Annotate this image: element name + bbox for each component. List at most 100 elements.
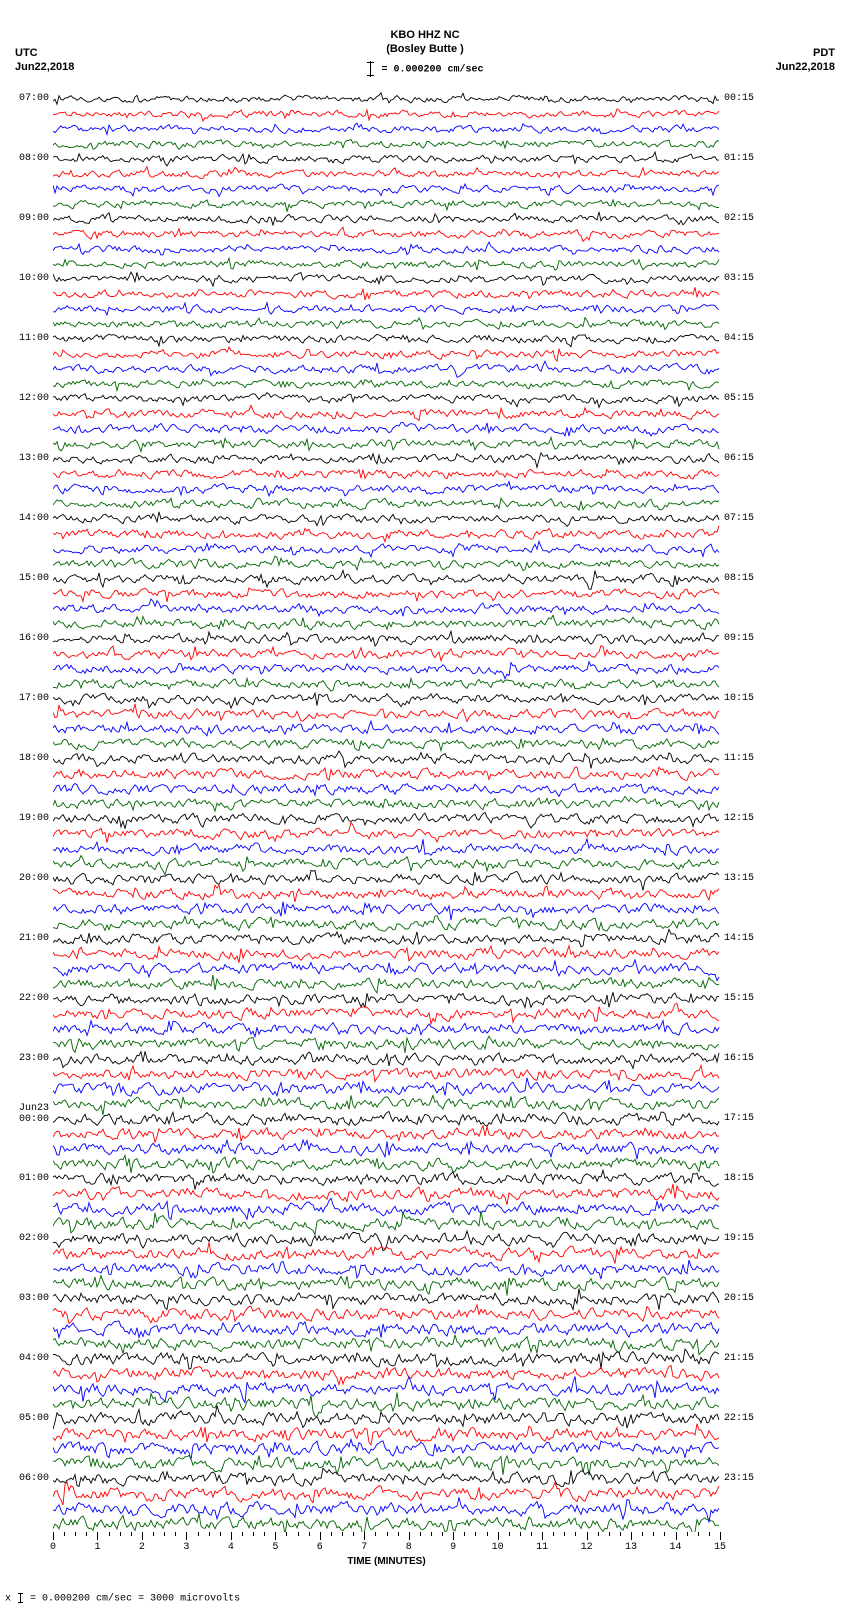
header: UTC Jun22,2018 KBO HHZ NC (Bosley Butte …: [0, 28, 850, 77]
x-axis-tick-label: 4: [228, 1542, 234, 1553]
utc-tz-label: UTC: [15, 46, 74, 60]
pdt-time-label: 15:15: [720, 993, 754, 1004]
trace-row: [53, 1497, 719, 1522]
utc-time-label: 14:00: [19, 513, 53, 524]
trace-row: [53, 1455, 719, 1475]
trace-row: [53, 678, 719, 691]
x-axis-minor-tick: [575, 1532, 576, 1536]
pdt-time-label: 14:15: [720, 933, 754, 944]
scale-bar-icon: [370, 61, 371, 77]
x-axis-minor-tick: [398, 1532, 399, 1536]
header-right: PDT Jun22,2018: [776, 46, 835, 75]
trace-row: [53, 1170, 719, 1189]
trace-row: [53, 570, 719, 589]
trace-row: [53, 930, 719, 947]
footer-scale-bar-icon: [20, 1593, 21, 1603]
x-axis-minor-tick: [620, 1532, 621, 1536]
trace-row: [53, 1260, 719, 1279]
trace-row: [53, 152, 719, 166]
x-axis-minor-tick: [64, 1532, 65, 1536]
utc-time-label: 01:00: [19, 1173, 53, 1184]
pdt-time-label: 11:15: [720, 753, 754, 764]
x-axis-minor-tick: [387, 1532, 388, 1536]
trace-row: [53, 738, 719, 751]
x-axis-minor-tick: [331, 1532, 332, 1536]
trace-row: [53, 588, 719, 602]
trace-row: [53, 1184, 719, 1205]
utc-time-label: 10:00: [19, 273, 53, 284]
trace-row: [53, 1095, 719, 1114]
trace-row: [53, 704, 719, 722]
utc-time-label: 20:00: [19, 873, 53, 884]
x-axis-major-tick: [231, 1532, 232, 1540]
trace-row: [53, 1335, 719, 1355]
pdt-date-label: Jun22,2018: [776, 60, 835, 74]
x-axis-minor-tick: [487, 1532, 488, 1536]
x-axis-minor-tick: [375, 1532, 376, 1536]
x-axis-minor-tick: [242, 1532, 243, 1536]
x-axis-tick-label: 3: [183, 1542, 189, 1553]
x-axis-minor-tick: [442, 1532, 443, 1536]
x-axis-ticks: 0123456789101112131415: [53, 1532, 720, 1550]
x-axis-minor-tick: [464, 1532, 465, 1536]
station-code: KBO HHZ NC: [0, 28, 850, 42]
trace-row: [53, 1065, 719, 1081]
trace-row: [53, 975, 719, 993]
trace-row: [53, 318, 719, 330]
footer-prefix: x: [5, 1594, 11, 1605]
pdt-time-label: 01:15: [720, 153, 754, 164]
trace-row: [53, 512, 719, 527]
x-axis-tick-label: 15: [714, 1542, 726, 1553]
trace-row: [53, 751, 719, 768]
utc-time-label: 11:00: [19, 333, 53, 344]
trace-row: [53, 393, 719, 408]
pdt-time-label: 05:15: [720, 393, 754, 404]
x-axis-minor-tick: [175, 1532, 176, 1536]
pdt-time-label: 12:15: [720, 813, 754, 824]
trace-row: [53, 482, 719, 496]
x-axis-major-tick: [53, 1532, 54, 1540]
x-axis-major-tick: [186, 1532, 187, 1540]
x-axis-minor-tick: [109, 1532, 110, 1536]
plot-area: 07:0000:1508:0001:1509:0002:1510:0003:15…: [53, 90, 720, 1532]
trace-row: [53, 303, 719, 315]
trace-row: [53, 1366, 719, 1385]
trace-row: [53, 361, 719, 377]
trace-row: [53, 242, 719, 255]
trace-row: [53, 123, 719, 134]
trace-row: [53, 1289, 719, 1310]
trace-row: [53, 599, 719, 616]
utc-time-label: 12:00: [19, 393, 53, 404]
pdt-time-label: 09:15: [720, 633, 754, 644]
x-axis-tick-label: 6: [317, 1542, 323, 1553]
x-axis-tick-label: 2: [139, 1542, 145, 1553]
trace-row: [53, 721, 719, 736]
x-axis-minor-tick: [120, 1532, 121, 1536]
x-axis-major-tick: [142, 1532, 143, 1540]
x-axis-tick-label: 10: [492, 1542, 504, 1553]
pdt-time-label: 00:15: [720, 93, 754, 104]
pdt-time-label: 21:15: [720, 1353, 754, 1364]
x-axis-major-tick: [320, 1532, 321, 1540]
x-axis-minor-tick: [153, 1532, 154, 1536]
utc-time-label: 21:00: [19, 933, 53, 944]
x-axis-minor-tick: [131, 1532, 132, 1536]
trace-row: [53, 856, 719, 875]
trace-row: [53, 139, 719, 149]
trace-row: [53, 946, 719, 963]
x-axis-minor-tick: [520, 1532, 521, 1536]
pdt-time-label: 10:15: [720, 693, 754, 704]
x-axis-tick-label: 12: [581, 1542, 593, 1553]
x-axis-minor-tick: [309, 1532, 310, 1536]
x-axis-major-tick: [587, 1532, 588, 1540]
trace-row: [53, 1439, 719, 1459]
trace-row: [53, 422, 719, 436]
x-axis-tick-label: 13: [625, 1542, 637, 1553]
trace-row: [53, 93, 719, 105]
x-axis-major-tick: [364, 1532, 365, 1540]
seismogram-traces: [53, 90, 720, 1532]
trace-row: [53, 1021, 719, 1037]
x-axis-minor-tick: [209, 1532, 210, 1536]
utc-time-label: 23:00: [19, 1053, 53, 1064]
trace-row: [53, 839, 719, 856]
